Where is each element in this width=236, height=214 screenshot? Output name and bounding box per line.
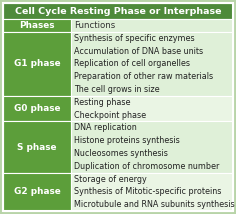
Bar: [3, 3, 233, 19]
Text: Cell Cycle Resting Phase or Interphase: Cell Cycle Resting Phase or Interphase: [15, 6, 221, 15]
Bar: [3, 19, 71, 32]
Bar: [3, 32, 71, 96]
Text: Duplication of chromosome number: Duplication of chromosome number: [74, 162, 219, 171]
Text: Synthesis of specific enzymes: Synthesis of specific enzymes: [74, 34, 194, 43]
Bar: [71, 96, 233, 121]
Text: Phases: Phases: [19, 21, 55, 30]
Text: Histone proteins synthesis: Histone proteins synthesis: [74, 136, 180, 145]
Text: Accumulation of DNA base units: Accumulation of DNA base units: [74, 46, 203, 55]
Bar: [3, 96, 71, 121]
Text: DNA replication: DNA replication: [74, 123, 137, 132]
Text: Functions: Functions: [74, 21, 115, 30]
Text: Microtubule and RNA subunits synthesis: Microtubule and RNA subunits synthesis: [74, 200, 235, 209]
Text: G1 phase: G1 phase: [14, 59, 60, 68]
Text: G0 phase: G0 phase: [14, 104, 60, 113]
Bar: [71, 121, 233, 173]
Text: Nucleosomes synthesis: Nucleosomes synthesis: [74, 149, 168, 158]
Text: Replication of cell organelles: Replication of cell organelles: [74, 59, 190, 68]
Bar: [3, 121, 71, 173]
Text: Storage of energy: Storage of energy: [74, 174, 147, 183]
Text: G2 phase: G2 phase: [13, 187, 60, 196]
Text: The cell grows in size: The cell grows in size: [74, 85, 160, 94]
Text: Synthesis of Mitotic-specific proteins: Synthesis of Mitotic-specific proteins: [74, 187, 221, 196]
Bar: [71, 173, 233, 211]
Text: Checkpoint phase: Checkpoint phase: [74, 110, 146, 119]
Bar: [3, 173, 71, 211]
Bar: [71, 32, 233, 96]
Text: S phase: S phase: [17, 143, 57, 152]
Bar: [71, 19, 233, 32]
Text: Preparation of other raw materials: Preparation of other raw materials: [74, 72, 213, 81]
Text: Resting phase: Resting phase: [74, 98, 130, 107]
